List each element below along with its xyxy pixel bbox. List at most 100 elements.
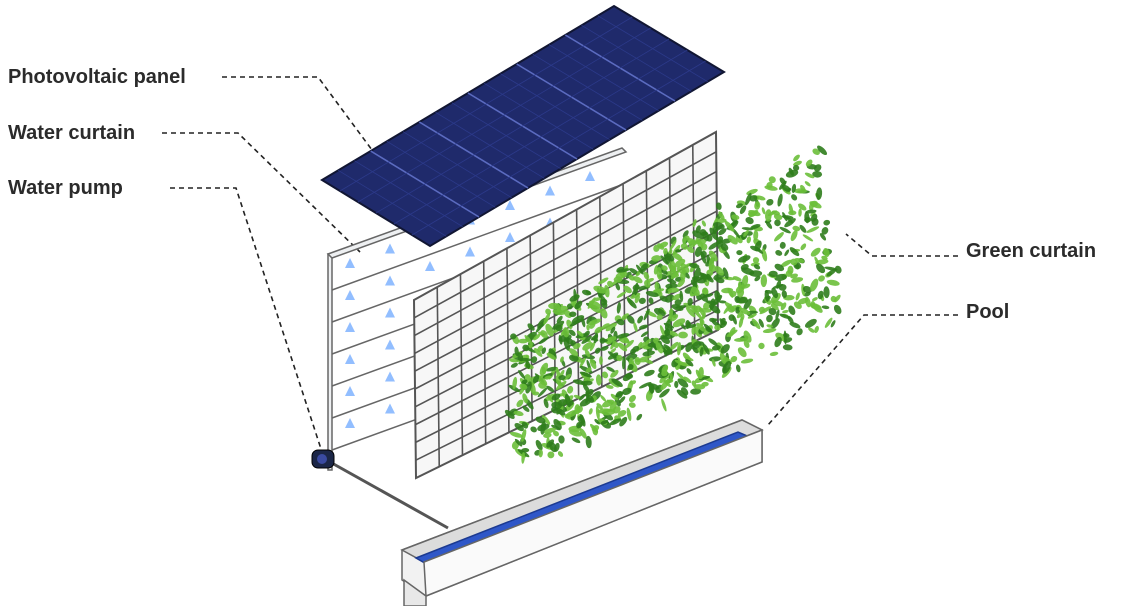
leaf [768, 307, 777, 316]
leaf [643, 308, 650, 321]
leaf [586, 324, 590, 331]
leaf [532, 374, 540, 384]
leaf [589, 341, 596, 352]
trellis-bar [415, 289, 718, 444]
leaf [696, 322, 706, 332]
leaf [522, 393, 528, 404]
leaf [573, 342, 581, 350]
leaf [750, 224, 761, 230]
leaf [598, 277, 609, 285]
leaf [731, 214, 740, 220]
leaf [692, 230, 704, 239]
leaf [674, 380, 679, 389]
leaf [699, 318, 705, 326]
leaf [578, 393, 586, 401]
leaf [814, 164, 822, 172]
leaf [711, 345, 721, 351]
leaf [780, 259, 792, 268]
leaf [793, 154, 800, 162]
leaf [628, 274, 635, 281]
leaf [670, 270, 679, 280]
leaf [802, 234, 814, 242]
leaf [551, 393, 561, 401]
leaf [582, 383, 590, 393]
leaf [779, 226, 791, 234]
leader-green-curtain [845, 233, 958, 257]
leaf [538, 336, 550, 344]
leaf [810, 247, 821, 257]
leaf [784, 218, 796, 228]
leaf [605, 322, 617, 332]
leaf [653, 307, 666, 317]
leaf [706, 300, 718, 305]
leaf [709, 303, 721, 314]
leaf [568, 329, 576, 336]
leaf [692, 219, 697, 228]
leaf [556, 315, 563, 324]
leaf [599, 356, 603, 365]
leaf [722, 360, 732, 374]
leaf [613, 276, 623, 283]
leaf [821, 255, 828, 261]
spray-nozzle-icon [505, 200, 515, 210]
leaf [661, 369, 668, 377]
leaf [674, 299, 682, 306]
spray-nozzle-icon [465, 246, 475, 257]
leaf [521, 448, 530, 453]
leaf [541, 414, 551, 425]
leaf [810, 211, 816, 217]
leaf [566, 319, 573, 330]
leaf [695, 238, 707, 245]
leaf [775, 309, 780, 321]
leaf [754, 201, 761, 210]
leaf [766, 324, 773, 328]
leaf [574, 300, 583, 310]
leaf [552, 430, 559, 437]
leaf [636, 264, 644, 275]
leaf [571, 437, 581, 444]
leaf [817, 290, 824, 300]
leaf [812, 170, 823, 178]
leaf [808, 327, 815, 333]
leaf [619, 416, 628, 427]
leaf [804, 172, 815, 179]
leaf [576, 421, 583, 429]
leaf [746, 188, 758, 195]
leaf [769, 351, 779, 357]
leaf [665, 294, 675, 303]
leaf [754, 240, 762, 252]
leaf [579, 428, 587, 439]
leaf [775, 250, 783, 256]
leaf [599, 337, 606, 344]
leaf [665, 348, 673, 355]
leaf [810, 278, 819, 292]
leaf [689, 263, 700, 269]
leaf [737, 288, 745, 298]
leaf [806, 226, 820, 233]
leaf [555, 407, 566, 416]
leaf [601, 323, 610, 330]
leaf [782, 309, 789, 314]
leaf [622, 356, 626, 370]
leaf [601, 371, 609, 379]
leaf [768, 176, 776, 184]
leaf [756, 247, 764, 254]
leaf [805, 159, 813, 167]
leaf [745, 192, 752, 206]
leaf [818, 275, 825, 282]
label-photovoltaic-panel: Photovoltaic panel [8, 66, 186, 88]
leaf [630, 292, 641, 299]
leaf [584, 349, 591, 358]
leaf [774, 232, 784, 242]
leaf [616, 318, 625, 326]
spray-nozzle-icon [545, 185, 555, 196]
leaf [768, 270, 778, 278]
leaf [790, 273, 798, 279]
leaf [636, 413, 643, 421]
leaf [682, 237, 687, 245]
leaf [714, 290, 721, 302]
leaf [736, 250, 743, 256]
leaf [539, 362, 549, 376]
leaf [747, 313, 757, 319]
leaf [791, 194, 798, 201]
